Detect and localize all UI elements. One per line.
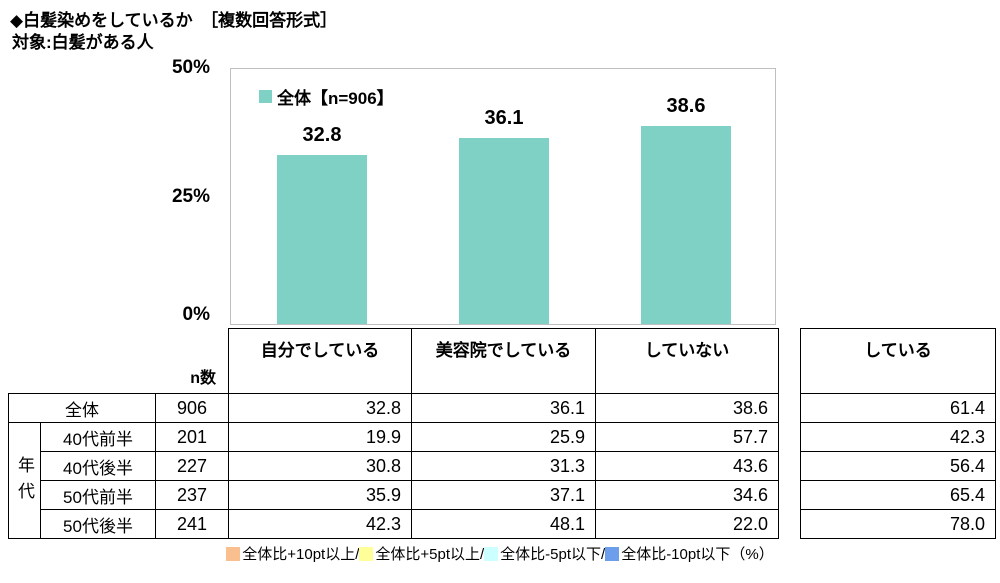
legend-label: 全体比-10pt以下 (621, 546, 731, 563)
value-cell: 65.4 (800, 480, 996, 510)
row-label: 40代前半 (40, 422, 156, 452)
results-table: n数 自分でしている 美容院でしている していない 全体 906 32.8 36… (8, 328, 779, 539)
legend-unit-suffix: （%） (730, 546, 774, 563)
column-header-self: 自分でしている (228, 328, 412, 394)
column-header-salon: 美容院でしている (411, 328, 596, 394)
extra-row-40early: 42.3 (800, 422, 996, 452)
minus5-swatch-icon (484, 546, 499, 561)
minus10-swatch-icon (605, 546, 620, 561)
legend-item-plus5: 全体比+5pt以上/ (359, 543, 484, 564)
n-value: 906 (155, 393, 229, 423)
legend-swatch-icon (259, 90, 272, 103)
plus10-swatch-icon (226, 546, 241, 561)
group-label: 年代 (15, 456, 34, 508)
n-header-cell: n数 (9, 329, 229, 394)
page-subtitle: 対象:白髪がある人 (12, 33, 154, 52)
legend-item-minus5: 全体比-5pt以下/ (484, 543, 605, 564)
plus5-swatch-icon (359, 546, 374, 561)
extra-row-50late: 78.0 (800, 509, 996, 539)
table-row-50late: 50代後半 241 42.3 48.1 22.0 (9, 509, 779, 539)
table-row-50early: 50代前半 237 35.9 37.1 34.6 (9, 480, 779, 510)
extra-row-50early: 65.4 (800, 480, 996, 510)
value-cell: 43.6 (595, 451, 779, 481)
column-header-none: していない (595, 328, 779, 394)
row-label: 40代後半 (40, 451, 156, 481)
legend-label: 全体比+5pt以上/ (375, 546, 485, 563)
value-cell: 19.9 (228, 422, 412, 452)
table-row-40early: 年代 40代前半 201 19.9 25.9 57.7 (8, 422, 779, 539)
value-cell: 36.1 (411, 393, 596, 423)
bar-salon (459, 138, 549, 324)
value-cell: 48.1 (411, 509, 596, 539)
n-value: 241 (155, 509, 229, 539)
table-row-total: 全体 906 32.8 36.1 38.6 (8, 393, 779, 423)
row-label: 50代後半 (40, 509, 156, 539)
page-title: ◆白髪染めをしているか ［複数回答形式］ (10, 11, 338, 30)
extra-row-40late: 56.4 (800, 451, 996, 481)
legend-item-plus10: 全体比+10pt以上/ (226, 543, 359, 564)
row-label: 全体 (8, 393, 156, 423)
value-cell: 42.3 (228, 509, 412, 539)
extra-row-total: 61.4 (800, 393, 996, 423)
n-value: 237 (155, 480, 229, 510)
n-value: 227 (155, 451, 229, 481)
legend-label: 全体比+10pt以上/ (242, 546, 360, 563)
n-header-label: n数 (190, 370, 216, 387)
extra-header-row: している (800, 328, 996, 394)
value-cell: 25.9 (411, 422, 596, 452)
value-cell: 38.6 (595, 393, 779, 423)
column-header-doing: している (800, 328, 996, 394)
table-row-40late: 40代後半 227 30.8 31.3 43.6 (9, 451, 779, 481)
chart-legend-label: 全体【n=906】 (277, 89, 394, 108)
y-axis-tick-0: 0% (182, 304, 210, 325)
bar-value-label: 38.6 (666, 94, 706, 117)
bar-none (641, 125, 731, 324)
row-label: 50代前半 (40, 480, 156, 510)
value-cell: 34.6 (595, 480, 779, 510)
group-label-cell: 年代 (8, 422, 41, 539)
color-key-legend: 全体比+10pt以上/ 全体比+5pt以上/ 全体比-5pt以下/ 全体比-10… (0, 543, 1000, 564)
doing-column-table: している 61.4 42.3 56.4 65.4 78.0 (800, 328, 996, 539)
value-cell: 32.8 (228, 393, 412, 423)
value-cell: 56.4 (800, 451, 996, 481)
value-cell: 42.3 (800, 422, 996, 452)
value-cell: 31.3 (411, 451, 596, 481)
y-axis-tick-50: 50% (171, 57, 210, 78)
value-cell: 30.8 (228, 451, 412, 481)
bar-value-label: 32.8 (302, 124, 342, 147)
chart-legend: 全体【n=906】 (259, 84, 394, 109)
value-cell: 37.1 (411, 480, 596, 510)
legend-label: 全体比-5pt以下/ (500, 546, 606, 563)
table-header-row: n数 自分でしている 美容院でしている していない (9, 328, 779, 394)
value-cell: 57.7 (595, 422, 779, 452)
bar-value-label: 36.1 (484, 107, 524, 130)
value-cell: 35.9 (228, 480, 412, 510)
legend-item-minus10: 全体比-10pt以下 (605, 543, 730, 564)
y-axis-tick-25: 25% (171, 186, 210, 207)
plot-area: 全体【n=906】 32.8 36.1 38.6 (230, 68, 776, 325)
n-value: 201 (155, 422, 229, 452)
value-cell: 22.0 (595, 509, 779, 539)
value-cell: 61.4 (800, 393, 996, 423)
bar-self (277, 155, 367, 324)
value-cell: 78.0 (800, 509, 996, 539)
